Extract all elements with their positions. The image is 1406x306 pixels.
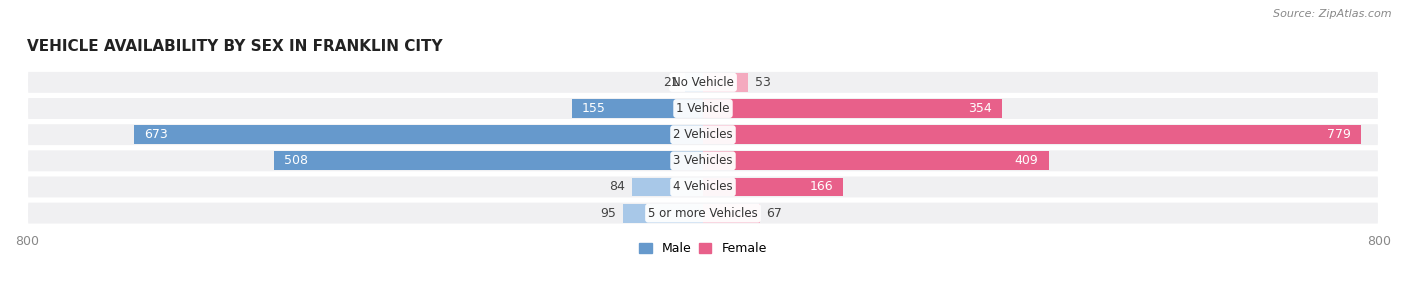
- Bar: [572, 99, 703, 118]
- Bar: [274, 151, 703, 170]
- FancyBboxPatch shape: [27, 175, 1379, 199]
- FancyBboxPatch shape: [27, 97, 1379, 120]
- Text: VEHICLE AVAILABILITY BY SEX IN FRANKLIN CITY: VEHICLE AVAILABILITY BY SEX IN FRANKLIN …: [27, 39, 443, 54]
- Text: No Vehicle: No Vehicle: [672, 76, 734, 89]
- Text: 779: 779: [1327, 128, 1351, 141]
- Bar: [703, 204, 759, 222]
- Text: 508: 508: [284, 154, 308, 167]
- Bar: [703, 151, 1049, 170]
- Text: 409: 409: [1015, 154, 1039, 167]
- FancyBboxPatch shape: [27, 123, 1379, 146]
- Text: 21: 21: [662, 76, 679, 89]
- Text: 95: 95: [600, 207, 616, 220]
- Text: 673: 673: [145, 128, 169, 141]
- FancyBboxPatch shape: [27, 149, 1379, 172]
- Bar: [703, 177, 844, 196]
- Bar: [703, 125, 1361, 144]
- Bar: [633, 177, 703, 196]
- Text: 5 or more Vehicles: 5 or more Vehicles: [648, 207, 758, 220]
- FancyBboxPatch shape: [27, 202, 1379, 225]
- Bar: [135, 125, 703, 144]
- Text: 53: 53: [755, 76, 770, 89]
- Text: 84: 84: [609, 181, 626, 193]
- Text: 354: 354: [969, 102, 993, 115]
- Text: 4 Vehicles: 4 Vehicles: [673, 181, 733, 193]
- Text: Source: ZipAtlas.com: Source: ZipAtlas.com: [1274, 9, 1392, 19]
- Legend: Male, Female: Male, Female: [634, 237, 772, 260]
- FancyBboxPatch shape: [27, 71, 1379, 94]
- Bar: [623, 204, 703, 222]
- Bar: [703, 73, 748, 92]
- Text: 1 Vehicle: 1 Vehicle: [676, 102, 730, 115]
- Text: 67: 67: [766, 207, 782, 220]
- Bar: [703, 99, 1002, 118]
- Text: 3 Vehicles: 3 Vehicles: [673, 154, 733, 167]
- Text: 166: 166: [810, 181, 834, 193]
- Text: 155: 155: [582, 102, 606, 115]
- Text: 2 Vehicles: 2 Vehicles: [673, 128, 733, 141]
- Bar: [685, 73, 703, 92]
